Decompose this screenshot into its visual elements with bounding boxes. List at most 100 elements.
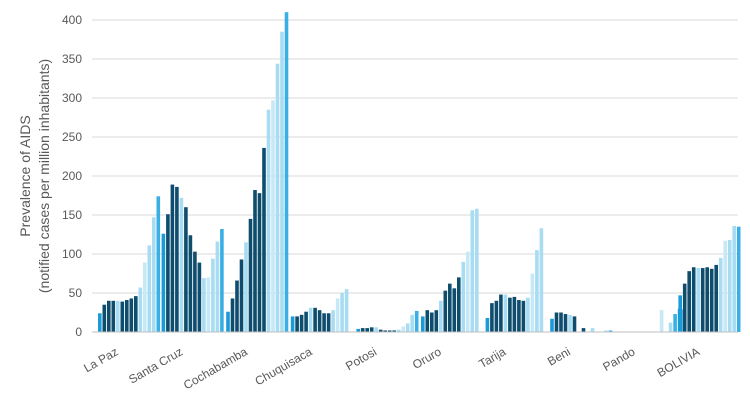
bar <box>581 328 586 332</box>
bar <box>530 273 535 332</box>
bar <box>466 251 470 332</box>
bar <box>705 267 709 332</box>
y-tick-label: 0 <box>75 325 82 339</box>
bar <box>470 210 475 332</box>
bar <box>508 297 512 332</box>
bar <box>732 225 736 332</box>
bar <box>322 313 326 332</box>
bar <box>206 277 211 332</box>
bar <box>166 214 170 332</box>
bar <box>687 271 691 332</box>
y-tick-label: 200 <box>62 169 82 183</box>
bar <box>111 300 116 332</box>
bar <box>563 314 568 332</box>
bar <box>326 313 331 332</box>
x-tick-label: Potosi <box>343 344 379 373</box>
bar <box>401 326 405 332</box>
bar <box>383 330 387 332</box>
bar <box>452 288 457 332</box>
bar <box>369 327 374 332</box>
x-tick-label: Pando <box>600 344 637 374</box>
bar <box>539 228 544 332</box>
bar <box>700 268 705 332</box>
bar <box>335 298 340 332</box>
y-tick-label: 150 <box>62 208 82 222</box>
bar <box>262 147 266 332</box>
x-tick-label: Tarija <box>476 344 508 371</box>
bar <box>197 262 202 332</box>
bar <box>116 300 120 332</box>
bar <box>568 314 572 332</box>
bar <box>714 264 718 332</box>
bar <box>284 12 289 332</box>
bar <box>134 296 138 332</box>
bar <box>421 316 425 332</box>
bar <box>107 300 111 332</box>
bar <box>356 328 360 332</box>
y-tick-label: 50 <box>69 286 83 300</box>
x-tick-label: Chuquisaca <box>253 344 315 388</box>
bar <box>226 311 230 332</box>
bar <box>414 310 419 332</box>
bar <box>290 316 295 332</box>
bar <box>439 300 443 332</box>
bar <box>215 241 220 332</box>
bar <box>129 298 134 332</box>
bar <box>668 322 673 332</box>
bar <box>138 287 143 332</box>
bar <box>152 217 156 332</box>
bar <box>521 300 526 332</box>
x-tick-label: Beni <box>545 344 573 368</box>
bar <box>425 310 430 332</box>
bar <box>736 226 741 332</box>
x-tick-label: Cochabamba <box>181 344 250 392</box>
bar <box>526 297 530 332</box>
bar <box>125 300 129 332</box>
bar <box>517 300 521 332</box>
bar <box>554 312 559 332</box>
bar <box>485 317 490 332</box>
y-tick-label: 300 <box>62 91 82 105</box>
bar <box>678 295 682 332</box>
bar <box>727 239 732 332</box>
bars <box>98 12 741 333</box>
bar <box>608 330 613 332</box>
y-axis-label: Prevalence of AIDS <box>17 115 33 236</box>
bar <box>396 329 401 332</box>
bar <box>313 307 317 332</box>
bar <box>590 328 595 332</box>
bar <box>248 218 253 332</box>
bar <box>723 240 727 332</box>
bar <box>120 301 125 332</box>
bar <box>295 316 299 332</box>
bar <box>230 298 235 332</box>
bar <box>156 196 161 332</box>
bar <box>275 63 280 333</box>
bar <box>682 283 687 332</box>
y-axis-label-units: (notified cases per million inhabitants) <box>36 59 52 293</box>
bar <box>299 314 304 332</box>
bar <box>202 278 206 332</box>
bar <box>271 100 275 332</box>
bar <box>340 293 344 332</box>
bar <box>659 310 664 332</box>
bar <box>559 312 563 332</box>
bar <box>550 318 554 332</box>
bar <box>244 242 248 332</box>
bar <box>98 313 102 332</box>
bar <box>360 328 365 332</box>
bar <box>161 233 166 332</box>
bar <box>572 316 577 332</box>
bar <box>188 235 193 332</box>
bar <box>331 310 335 332</box>
bar <box>344 289 349 332</box>
bar <box>392 330 396 332</box>
bar <box>503 294 508 332</box>
bar <box>253 190 257 332</box>
bar <box>691 267 696 332</box>
bar <box>193 251 197 332</box>
bar <box>673 314 677 332</box>
bar <box>387 330 392 332</box>
